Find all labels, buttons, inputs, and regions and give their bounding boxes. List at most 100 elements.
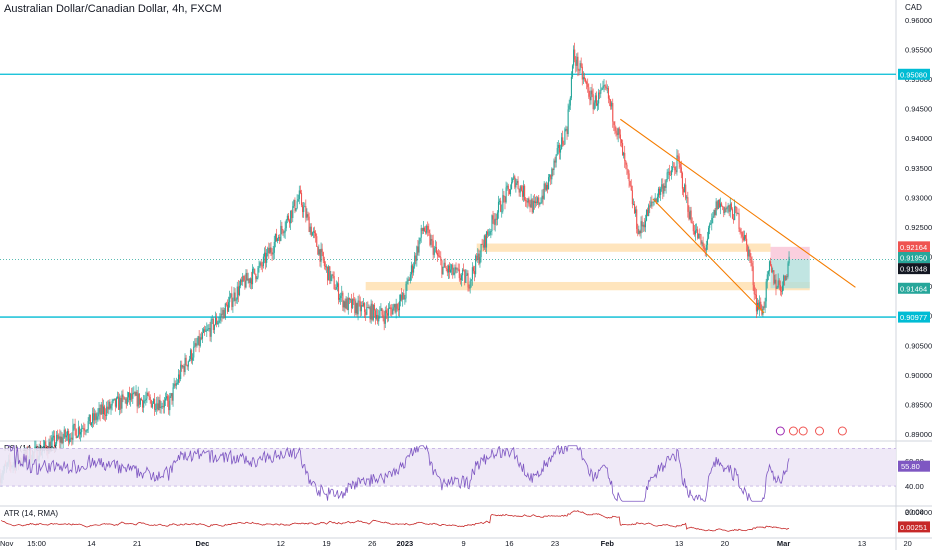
- candle-body: [688, 211, 690, 220]
- candle-body: [788, 256, 790, 264]
- candle-body: [187, 361, 189, 367]
- candle-body: [114, 398, 116, 407]
- candle-body: [709, 224, 711, 228]
- candle-body: [282, 229, 284, 233]
- candle-body: [566, 129, 568, 135]
- candle-body: [207, 328, 209, 330]
- candle-body: [537, 197, 539, 203]
- rsi-tick-label: 20.00: [905, 507, 924, 516]
- candle-body: [748, 250, 750, 257]
- candle-body: [244, 280, 246, 288]
- candle-body: [373, 304, 375, 311]
- candle-body: [594, 95, 596, 103]
- candle-body: [763, 306, 765, 308]
- candle-body: [335, 287, 337, 290]
- candle-body: [786, 275, 788, 277]
- candle-body: [221, 313, 223, 315]
- candle-body: [578, 70, 580, 71]
- candle-body: [783, 275, 785, 286]
- candle-body: [103, 406, 106, 415]
- candle-body: [477, 253, 479, 260]
- candle-body: [286, 215, 288, 221]
- candle-body: [347, 297, 349, 310]
- candle-body: [226, 304, 229, 312]
- candle-body: [272, 252, 274, 255]
- event-marker-icon: [775, 426, 785, 436]
- support-zone: [365, 281, 810, 291]
- candle-body: [787, 263, 789, 277]
- candle-body: [129, 392, 131, 401]
- price-tick-label: 0.96000: [905, 16, 932, 25]
- candle-body: [432, 240, 434, 255]
- candle-body: [651, 201, 653, 203]
- axis-price-badge: [898, 263, 930, 275]
- candle-body: [515, 183, 517, 188]
- candle-body: [516, 180, 518, 184]
- candle-body: [618, 128, 620, 135]
- candle-body: [435, 247, 438, 254]
- candle-body: [521, 190, 523, 197]
- candle-body: [686, 197, 688, 199]
- candle-body: [580, 63, 582, 67]
- candle-body: [273, 241, 275, 253]
- candle-body: [745, 235, 747, 239]
- candle-body: [666, 172, 668, 181]
- level-price-badge: [898, 68, 930, 80]
- candle-body: [593, 102, 595, 110]
- candle-body: [747, 244, 749, 257]
- price-tick-label: 0.89000: [905, 430, 932, 439]
- candle-body: [610, 99, 612, 107]
- candle-body: [733, 218, 735, 221]
- candle-body: [524, 185, 526, 200]
- candle-body: [492, 215, 494, 220]
- time-axis-label: 16: [505, 539, 513, 548]
- candle-body: [320, 248, 322, 262]
- candle-body: [650, 201, 652, 207]
- candle-body: [525, 199, 527, 201]
- candle-body: [542, 195, 544, 199]
- candle-body: [782, 285, 784, 292]
- candle-body: [296, 201, 298, 209]
- candle-body: [87, 421, 89, 430]
- candle-body: [249, 278, 251, 284]
- candle-body: [729, 203, 731, 212]
- time-axis-label: Feb: [601, 539, 615, 548]
- candle-body: [257, 267, 259, 278]
- candle-body: [113, 398, 115, 400]
- candle-body: [315, 232, 317, 237]
- candle-body: [393, 304, 395, 308]
- candle-body: [520, 186, 522, 191]
- candle-body: [337, 283, 340, 300]
- candle-body: [544, 183, 546, 190]
- price-tick-label: 0.94500: [905, 105, 932, 114]
- time-axis-label: 2023: [397, 539, 414, 548]
- candle-body: [145, 398, 147, 401]
- candle-body: [377, 314, 379, 322]
- candle-body: [532, 200, 534, 213]
- candle-body: [297, 199, 299, 202]
- candle-body: [53, 435, 56, 447]
- candle-body: [191, 350, 193, 361]
- candle-body: [132, 392, 134, 399]
- candle-body: [260, 262, 262, 266]
- rsi-line: [6, 444, 790, 502]
- candle-body: [663, 185, 665, 194]
- candle-body: [391, 309, 393, 315]
- candle-body: [491, 215, 493, 231]
- candle-body: [556, 148, 558, 155]
- candle-body: [63, 429, 65, 438]
- candle-body: [659, 188, 661, 195]
- candle-body: [494, 218, 496, 225]
- candle-body: [588, 87, 590, 97]
- candle-body: [108, 401, 110, 410]
- candle-body: [475, 255, 477, 275]
- candle-body: [444, 262, 446, 268]
- candle-body: [86, 429, 88, 431]
- candle-body: [209, 328, 211, 337]
- candle-body: [127, 392, 130, 398]
- candle-body: [710, 223, 712, 225]
- candle-body: [632, 204, 635, 205]
- candle-body: [358, 300, 360, 302]
- candle-body: [277, 238, 279, 242]
